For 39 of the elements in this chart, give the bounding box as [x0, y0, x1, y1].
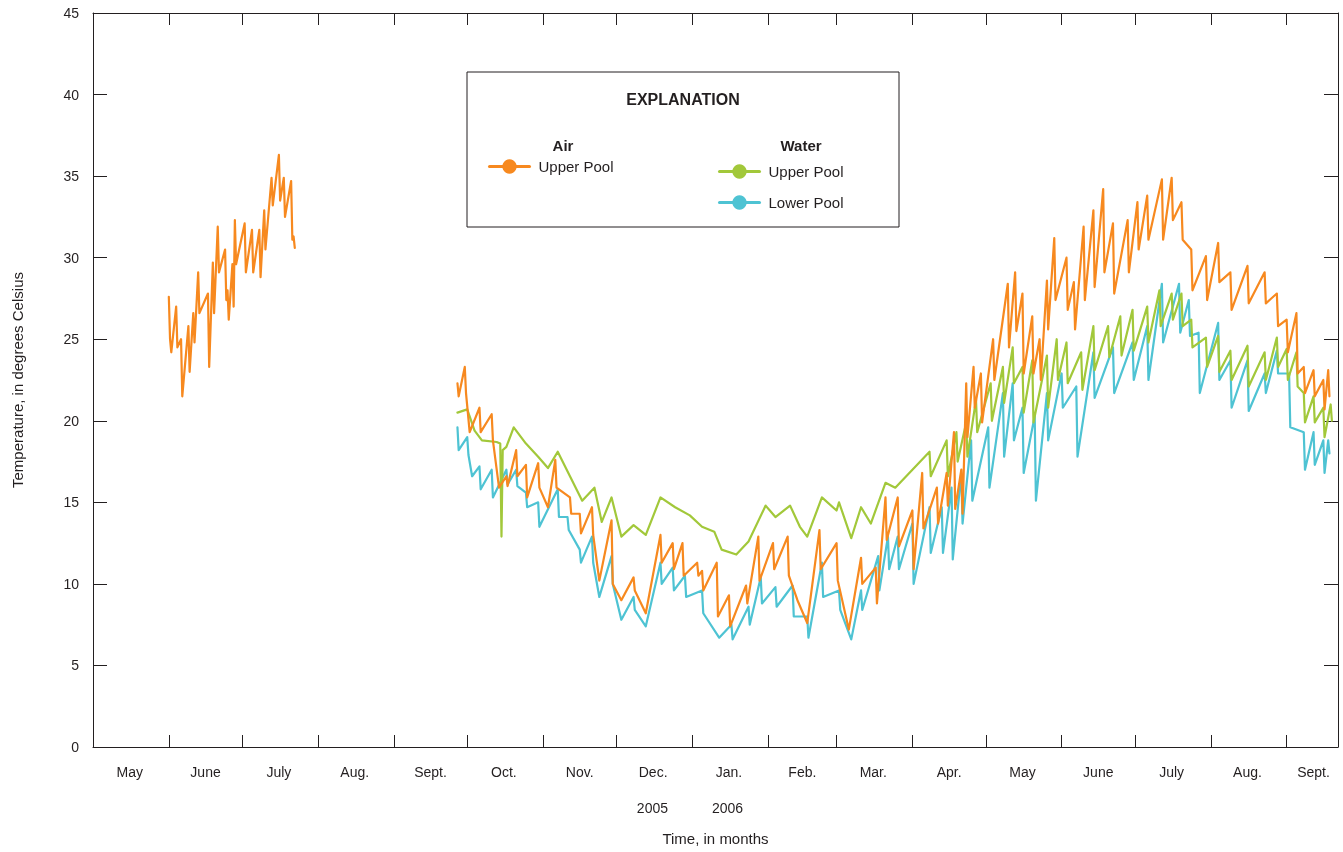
- y-tick-label: 15: [63, 494, 80, 511]
- x-tick-label: May: [116, 764, 143, 780]
- y-tick-label: 25: [63, 331, 80, 348]
- y-tick-label: 20: [63, 412, 80, 429]
- x-axis-title: Time, in months: [662, 830, 769, 847]
- x-tick-label: June: [190, 764, 221, 780]
- x-tick-label: Mar.: [859, 764, 887, 780]
- text: 2005: [636, 800, 669, 816]
- x-tick-label: Sept.: [414, 764, 447, 780]
- legend-label: Upper Pool: [538, 158, 614, 175]
- x-tick-label: June: [1083, 764, 1114, 780]
- x-tick-label: Aug.: [1233, 764, 1262, 780]
- x-tick-label: May: [1009, 764, 1036, 780]
- x-tick-label: Apr.: [936, 764, 962, 780]
- annotation: Water: [780, 136, 822, 154]
- y-tick-label: 10: [63, 575, 80, 592]
- x-tick-label: Dec.: [638, 764, 668, 780]
- y-tick-label: 5: [71, 657, 80, 674]
- y-tick-label: 0: [71, 739, 80, 755]
- text: 2006: [712, 800, 744, 816]
- legend-label: Lower Pool: [768, 194, 844, 211]
- legend-title: EXPLANATION: [626, 90, 740, 108]
- y-axis-title: Temperature, in degrees Celsius: [9, 272, 26, 488]
- x-tick-label: Jan.: [715, 764, 743, 780]
- y-tick-label: 45: [63, 5, 80, 21]
- x-tick-label: Nov.: [565, 764, 594, 780]
- y-tick-label: 35: [63, 168, 80, 185]
- x-tick-label: July: [266, 764, 292, 780]
- x-tick-label: Feb.: [788, 764, 817, 780]
- x-tick-label: July: [1159, 764, 1185, 780]
- line-series: [456, 289, 1333, 556]
- x-tick-label: Aug.: [340, 764, 370, 780]
- x-tick-label: Sept.: [1297, 764, 1330, 780]
- y-tick-label: 40: [63, 86, 80, 103]
- y-tick-label: 30: [63, 249, 80, 266]
- legend-label: Upper Pool: [768, 163, 844, 180]
- x-tick-label: Oct.: [491, 764, 517, 780]
- annotation: Air: [552, 136, 574, 154]
- line-series: [456, 282, 1331, 641]
